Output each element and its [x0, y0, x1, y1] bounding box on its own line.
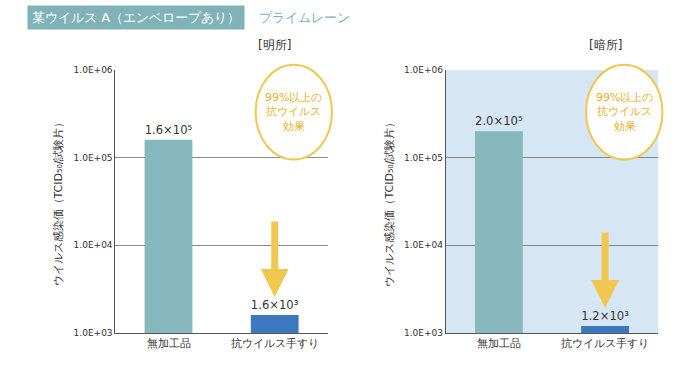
svg-text:抗ウイルス手すり: 抗ウイルス手すり	[231, 337, 319, 350]
svg-text:1.2×10³: 1.2×10³	[581, 309, 629, 323]
svg-text:1.6×10⁵: 1.6×10⁵	[145, 123, 193, 137]
svg-text:無加工品: 無加工品	[477, 337, 521, 350]
svg-text:無加工品: 無加工品	[147, 337, 191, 350]
svg-text:99%以上の抗ウイルス効果: 99%以上の抗ウイルス効果	[596, 91, 653, 133]
svg-text:某ウイルス A（エンベロープあり）: 某ウイルス A（エンベロープあり）	[32, 10, 240, 25]
svg-text:ウイルス感染価（TCID₅₀/試験片）: ウイルス感染価（TCID₅₀/試験片）	[383, 117, 396, 287]
svg-text:[明所]: [明所]	[258, 38, 291, 52]
svg-text:1.6×10³: 1.6×10³	[251, 298, 299, 312]
svg-text:2.0×10⁵: 2.0×10⁵	[475, 114, 523, 128]
svg-text:1.0E+05: 1.0E+05	[74, 153, 113, 163]
svg-text:プライムレーン: プライムレーン	[259, 10, 350, 25]
svg-text:1.0E+04: 1.0E+04	[74, 240, 113, 250]
svg-text:99%以上の抗ウイルス効果: 99%以上の抗ウイルス効果	[265, 91, 322, 133]
svg-text:1.0E+06: 1.0E+06	[404, 65, 443, 75]
svg-text:1.0E+05: 1.0E+05	[404, 153, 443, 163]
svg-text:1.0E+03: 1.0E+03	[74, 328, 113, 338]
svg-text:1.0E+04: 1.0E+04	[404, 240, 443, 250]
svg-text:[暗所]: [暗所]	[589, 38, 622, 52]
svg-text:抗ウイルス手すり: 抗ウイルス手すり	[561, 337, 649, 350]
svg-text:1.0E+03: 1.0E+03	[404, 328, 443, 338]
svg-text:1.0E+06: 1.0E+06	[74, 65, 113, 75]
svg-text:ウイルス感染価（TCID₅₀/試験片）: ウイルス感染価（TCID₅₀/試験片）	[52, 116, 65, 286]
